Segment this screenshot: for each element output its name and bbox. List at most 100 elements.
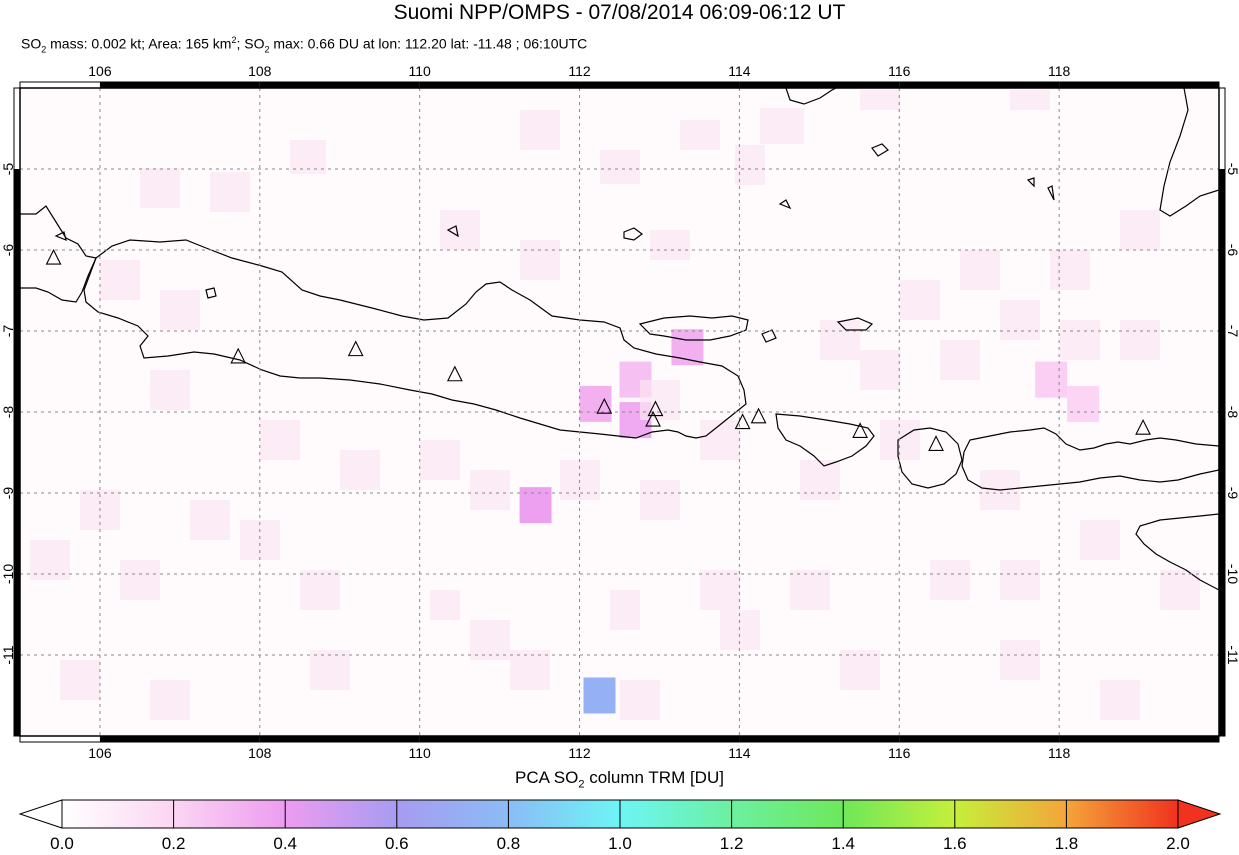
- lon-tick-label-top: 108: [248, 63, 272, 79]
- colorbar-tick-label: 1.8: [1054, 834, 1079, 853]
- lon-tick-label-bottom: 110: [409, 745, 432, 761]
- volcano-icon: [750, 407, 767, 424]
- island-misc-2: [778, 199, 792, 210]
- island-misc-6: [54, 231, 67, 241]
- lon-tick-label-top: 114: [728, 63, 751, 79]
- colorbar: [18, 799, 1222, 829]
- volcano-icon: [596, 397, 613, 414]
- frame-bar-top: [99, 82, 260, 88]
- lat-tick-label-right: -7: [1225, 325, 1239, 338]
- lon-tick-label-bottom: 108: [248, 745, 272, 761]
- frame-bar-bottom: [419, 736, 580, 742]
- island-sapudi: [761, 329, 777, 343]
- lon-tick-label-top: 116: [888, 63, 911, 79]
- lon-tick-label-top: 110: [409, 63, 432, 79]
- madura-coastline: [638, 315, 749, 341]
- frame-bar-left: [14, 493, 20, 655]
- frame-bar-bottom: [259, 736, 420, 742]
- colorbar-tick-label: 1.4: [831, 834, 855, 853]
- frame-bar-right: [1219, 655, 1225, 736]
- lat-tick-label-right: -8: [1225, 406, 1239, 419]
- frame-bar-top: [1059, 82, 1219, 88]
- lon-tick-label-bottom: 118: [1048, 745, 1071, 761]
- frame-bar-left: [14, 331, 20, 493]
- island-kangean: [836, 317, 874, 331]
- volcano-icon: [928, 435, 944, 451]
- lon-tick-label-top: 118: [1048, 63, 1071, 79]
- colorbar-tick-label: 0.4: [273, 834, 297, 853]
- lat-tick-label-left: -7: [0, 325, 16, 338]
- volcano-markers: [45, 248, 1151, 451]
- axis-labels: 106 106 108 108 110 110 112 112 114 114 116 116 118 1…: [0, 63, 1239, 761]
- island-misc-5: [446, 225, 459, 238]
- sumbawa-coastline: [961, 427, 1219, 491]
- volcano-icon: [230, 347, 247, 364]
- colorbar-tick-label: 1.0: [608, 834, 632, 853]
- lon-tick-label-bottom: 106: [88, 745, 112, 761]
- colorbar-tick-label: 0.6: [384, 834, 409, 853]
- frame-bar-top: [259, 82, 420, 88]
- lat-tick-label-left: -8: [0, 406, 16, 419]
- sumba-coastline: [1135, 513, 1219, 591]
- volcano-icon: [446, 365, 463, 382]
- frame-bar-right: [1219, 493, 1225, 655]
- lon-tick-label-top: 106: [88, 63, 112, 79]
- frame-bar-bottom: [739, 736, 900, 742]
- volcano-icon: [1135, 418, 1151, 435]
- volcano-icon: [45, 248, 62, 265]
- colorbar-tick-label: 0.8: [496, 834, 521, 853]
- colorbar-tick-label: 0.2: [161, 834, 186, 853]
- frame-bar-left: [14, 655, 20, 736]
- island-bawean: [623, 227, 643, 241]
- so2-pixel: [1067, 385, 1100, 422]
- frame-bar-bottom: [579, 736, 740, 742]
- volcano-icon: [645, 410, 661, 427]
- map-frame-bars: [13, 81, 1226, 743]
- lat-tick-label-left: -11: [0, 645, 16, 664]
- lat-tick-label-right: -10: [1225, 564, 1239, 584]
- lat-tick-label-right: -11: [1225, 645, 1239, 664]
- lon-tick-label-bottom: 112: [568, 745, 591, 761]
- lon-tick-label-top: 112: [568, 63, 591, 79]
- borneo-coastline: [785, 88, 837, 105]
- map-title: Suomi NPP/OMPS - 07/08/2014 06:09-06:12 …: [393, 1, 846, 24]
- frame-bar-left: [14, 169, 20, 331]
- volcano-icon: [647, 400, 664, 417]
- sulawesi-coastline: [1159, 88, 1219, 217]
- lon-tick-label-bottom: 114: [728, 745, 751, 761]
- colorbar-tick-label: 2.0: [1166, 834, 1190, 853]
- frame-bar-top: [739, 82, 900, 88]
- lat-tick-label-right: -5: [1225, 163, 1239, 176]
- frame-bar-top: [419, 82, 580, 88]
- bali-coastline: [775, 413, 875, 467]
- lat-tick-label-right: -6: [1225, 244, 1239, 257]
- map-grid: [20, 88, 1219, 736]
- so2-pixel: [1035, 361, 1068, 398]
- colorbar-tick-label: 1.6: [942, 834, 967, 853]
- frame-bar-right: [1219, 169, 1225, 331]
- colorbar-max-arrow: [1177, 799, 1222, 829]
- frame-bar-top: [899, 82, 1060, 88]
- frame-bar-right: [1219, 331, 1225, 493]
- island-misc-1: [871, 143, 889, 157]
- frame-bar-bottom: [899, 736, 1060, 742]
- volcano-icon: [852, 422, 868, 438]
- volcano-icon: [734, 413, 751, 430]
- colorbar-tick-label: 1.2: [719, 834, 744, 853]
- map-subtitle: SO2 mass: 0.002 kt; Area: 165 km2; SO2 m…: [21, 35, 588, 55]
- lon-tick-label-bottom: 116: [888, 745, 911, 761]
- lat-tick-label-left: -5: [0, 163, 16, 176]
- volcano-icon: [347, 340, 364, 357]
- island-misc-3: [1026, 177, 1035, 188]
- frame-bar-bottom: [99, 736, 260, 742]
- colorbar-min-arrow: [18, 799, 63, 829]
- lombok-coastline: [897, 427, 963, 489]
- coastlines: [20, 88, 1219, 591]
- lat-tick-label-right: -9: [1225, 487, 1239, 500]
- lat-tick-label-left: -6: [0, 244, 16, 257]
- so2-pixel: [583, 677, 616, 714]
- frame-bar-bottom: [1059, 736, 1219, 742]
- lat-tick-label-left: -10: [0, 564, 16, 584]
- java-coastline: [83, 239, 747, 439]
